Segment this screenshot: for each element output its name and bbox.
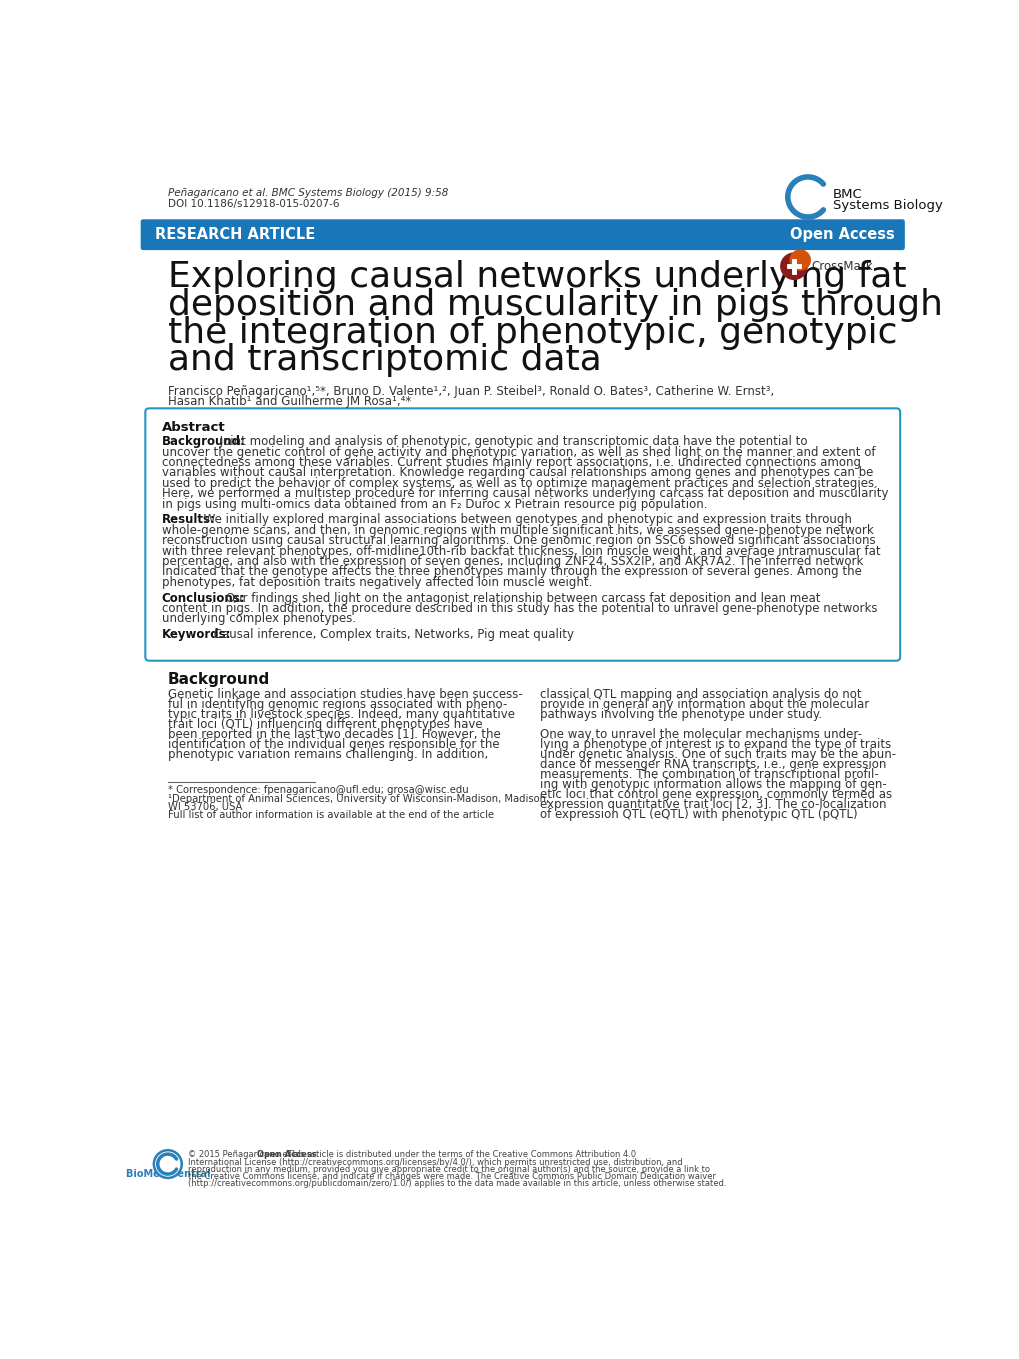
Text: Causal inference, Complex traits, Networks, Pig meat quality: Causal inference, Complex traits, Networ…: [210, 628, 573, 641]
Text: uncover the genetic control of gene activity and phenotypic variation, as well a: uncover the genetic control of gene acti…: [161, 446, 874, 459]
Text: DOI 10.1186/s12918-015-0207-6: DOI 10.1186/s12918-015-0207-6: [168, 198, 339, 208]
Text: reconstruction using causal structural learning algorithms. One genomic region o: reconstruction using causal structural l…: [161, 534, 874, 548]
Text: the integration of phenotypic, genotypic: the integration of phenotypic, genotypic: [168, 315, 897, 349]
Text: deposition and muscularity in pigs through: deposition and muscularity in pigs throu…: [168, 288, 942, 322]
Text: the Creative Commons license, and indicate if changes were made. The Creative Co: the Creative Commons license, and indica…: [187, 1173, 715, 1181]
Text: Open Access: Open Access: [790, 227, 894, 242]
Text: pathways involving the phenotype under study.: pathways involving the phenotype under s…: [539, 708, 821, 720]
Text: connectedness among these variables. Current studies mainly report associations,: connectedness among these variables. Cur…: [161, 457, 860, 469]
Text: used to predict the behavior of complex systems, as well as to optimize manageme: used to predict the behavior of complex …: [161, 477, 876, 489]
Text: Francisco Peñagaricano¹,⁵*, Bruno D. Valente¹,², Juan P. Steibel³, Ronald O. Bat: Francisco Peñagaricano¹,⁵*, Bruno D. Val…: [168, 385, 773, 398]
Text: classical QTL mapping and association analysis do not: classical QTL mapping and association an…: [539, 688, 861, 701]
Text: indicated that the genotype affects the three phenotypes mainly through the expr: indicated that the genotype affects the …: [161, 565, 861, 579]
Text: One way to unravel the molecular mechanisms under-: One way to unravel the molecular mechani…: [539, 727, 861, 741]
Text: BioMed Central: BioMed Central: [125, 1169, 210, 1178]
Text: of expression QTL (eQTL) with phenotypic QTL (pQTL): of expression QTL (eQTL) with phenotypic…: [539, 807, 857, 821]
Text: with three relevant phenotypes, off-midline10th-rib backfat thickness, loin musc: with three relevant phenotypes, off-midl…: [161, 545, 879, 557]
Text: BMC: BMC: [832, 188, 862, 201]
Text: ing with genotypic information allows the mapping of gen-: ing with genotypic information allows th…: [539, 777, 886, 791]
Text: measurements. The combination of transcriptional profil-: measurements. The combination of transcr…: [539, 768, 877, 781]
Text: reproduction in any medium, provided you give appropriate credit to the original: reproduction in any medium, provided you…: [187, 1165, 709, 1174]
Text: and transcriptomic data: and transcriptomic data: [168, 344, 601, 378]
Text: etic loci that control gene expression, commonly termed as: etic loci that control gene expression, …: [539, 788, 891, 800]
Text: identification of the individual genes responsible for the: identification of the individual genes r…: [168, 738, 499, 750]
Text: Hasan Khatib¹ and Guilherme JM Rosa¹,⁴*: Hasan Khatib¹ and Guilherme JM Rosa¹,⁴*: [168, 395, 411, 408]
Text: © 2015 Peñagaricano et al.: © 2015 Peñagaricano et al.: [187, 1150, 306, 1159]
Text: whole-genome scans, and then, in genomic regions with multiple significant hits,: whole-genome scans, and then, in genomic…: [161, 523, 872, 537]
Text: in pigs using multi-omics data obtained from an F₂ Duroc x Pietrain resource pig: in pigs using multi-omics data obtained …: [161, 497, 706, 511]
Text: typic traits in livestock species. Indeed, many quantitative: typic traits in livestock species. Indee…: [168, 708, 515, 720]
Text: underlying complex phenotypes.: underlying complex phenotypes.: [161, 613, 356, 625]
Text: Joint modeling and analysis of phenotypic, genotypic and transcriptomic data hav: Joint modeling and analysis of phenotypi…: [216, 435, 807, 448]
Text: expression quantitative trait loci [2, 3]. The co-localization: expression quantitative trait loci [2, 3…: [539, 798, 886, 811]
Text: Background: Background: [168, 673, 270, 688]
Text: Here, we performed a multistep procedure for inferring causal networks underlyin: Here, we performed a multistep procedure…: [161, 488, 888, 500]
Text: (http://creativecommons.org/publicdomain/zero/1.0/) applies to the data made ava: (http://creativecommons.org/publicdomain…: [187, 1180, 726, 1189]
Text: Open Access: Open Access: [257, 1150, 316, 1159]
Text: content in pigs. In addition, the procedure described in this study has the pote: content in pigs. In addition, the proced…: [161, 602, 876, 616]
Text: variables without causal interpretation. Knowledge regarding causal relationship: variables without causal interpretation.…: [161, 466, 872, 480]
Text: Exploring causal networks underlying fat: Exploring causal networks underlying fat: [168, 260, 906, 294]
Text: phenotypic variation remains challenging. In addition,: phenotypic variation remains challenging…: [168, 747, 487, 761]
Text: under genetic analysis. One of such traits may be the abun-: under genetic analysis. One of such trai…: [539, 747, 895, 761]
Text: Conclusions:: Conclusions:: [161, 591, 245, 605]
Text: Background:: Background:: [161, 435, 246, 448]
Text: provide in general any information about the molecular: provide in general any information about…: [539, 697, 868, 711]
Text: lying a phenotype of interest is to expand the type of traits: lying a phenotype of interest is to expa…: [539, 738, 891, 750]
Text: Our findings shed light on the antagonist relationship between carcass fat depos: Our findings shed light on the antagonis…: [222, 591, 819, 605]
Text: Abstract: Abstract: [161, 421, 225, 435]
Text: phenotypes, fat deposition traits negatively affected loin muscle weight.: phenotypes, fat deposition traits negati…: [161, 576, 591, 588]
Text: trait loci (QTL) influencing different phenotypes have: trait loci (QTL) influencing different p…: [168, 718, 482, 731]
Text: CrossMark: CrossMark: [810, 260, 872, 273]
Text: RESEARCH ARTICLE: RESEARCH ARTICLE: [155, 227, 315, 242]
Text: WI 53706, USA: WI 53706, USA: [168, 802, 242, 811]
Text: Full list of author information is available at the end of the article: Full list of author information is avail…: [168, 810, 493, 819]
Text: percentage, and also with the expression of seven genes, including ZNF24, SSX2IP: percentage, and also with the expression…: [161, 554, 862, 568]
Text: Systems Biology: Systems Biology: [832, 200, 942, 212]
Circle shape: [790, 250, 809, 270]
FancyBboxPatch shape: [141, 219, 904, 250]
Text: Peñagaricano et al. BMC Systems Biology (2015) 9:58: Peñagaricano et al. BMC Systems Biology …: [168, 188, 447, 197]
Text: We initially explored marginal associations between genotypes and phenotypic and: We initially explored marginal associati…: [200, 514, 852, 526]
Text: This article is distributed under the terms of the Creative Commons Attribution : This article is distributed under the te…: [285, 1150, 636, 1159]
Text: * Correspondence: fpenagaricano@ufl.edu; grosa@wisc.edu: * Correspondence: fpenagaricano@ufl.edu;…: [168, 786, 468, 795]
Text: Results:: Results:: [161, 514, 215, 526]
FancyBboxPatch shape: [145, 408, 900, 660]
Text: dance of messenger RNA transcripts, i.e., gene expression: dance of messenger RNA transcripts, i.e.…: [539, 758, 886, 771]
Text: International License (http://creativecommons.org/licenses/by/4.0/), which permi: International License (http://creativeco…: [187, 1158, 682, 1166]
Circle shape: [781, 253, 806, 280]
Text: Genetic linkage and association studies have been success-: Genetic linkage and association studies …: [168, 688, 522, 701]
Text: been reported in the last two decades [1]. However, the: been reported in the last two decades [1…: [168, 727, 500, 741]
Circle shape: [154, 1150, 181, 1178]
Text: ful in identifying genomic regions associated with pheno-: ful in identifying genomic regions assoc…: [168, 697, 506, 711]
Text: ¹Department of Animal Sciences, University of Wisconsin-Madison, Madison,: ¹Department of Animal Sciences, Universi…: [168, 794, 548, 803]
Text: Keywords:: Keywords:: [161, 628, 231, 641]
